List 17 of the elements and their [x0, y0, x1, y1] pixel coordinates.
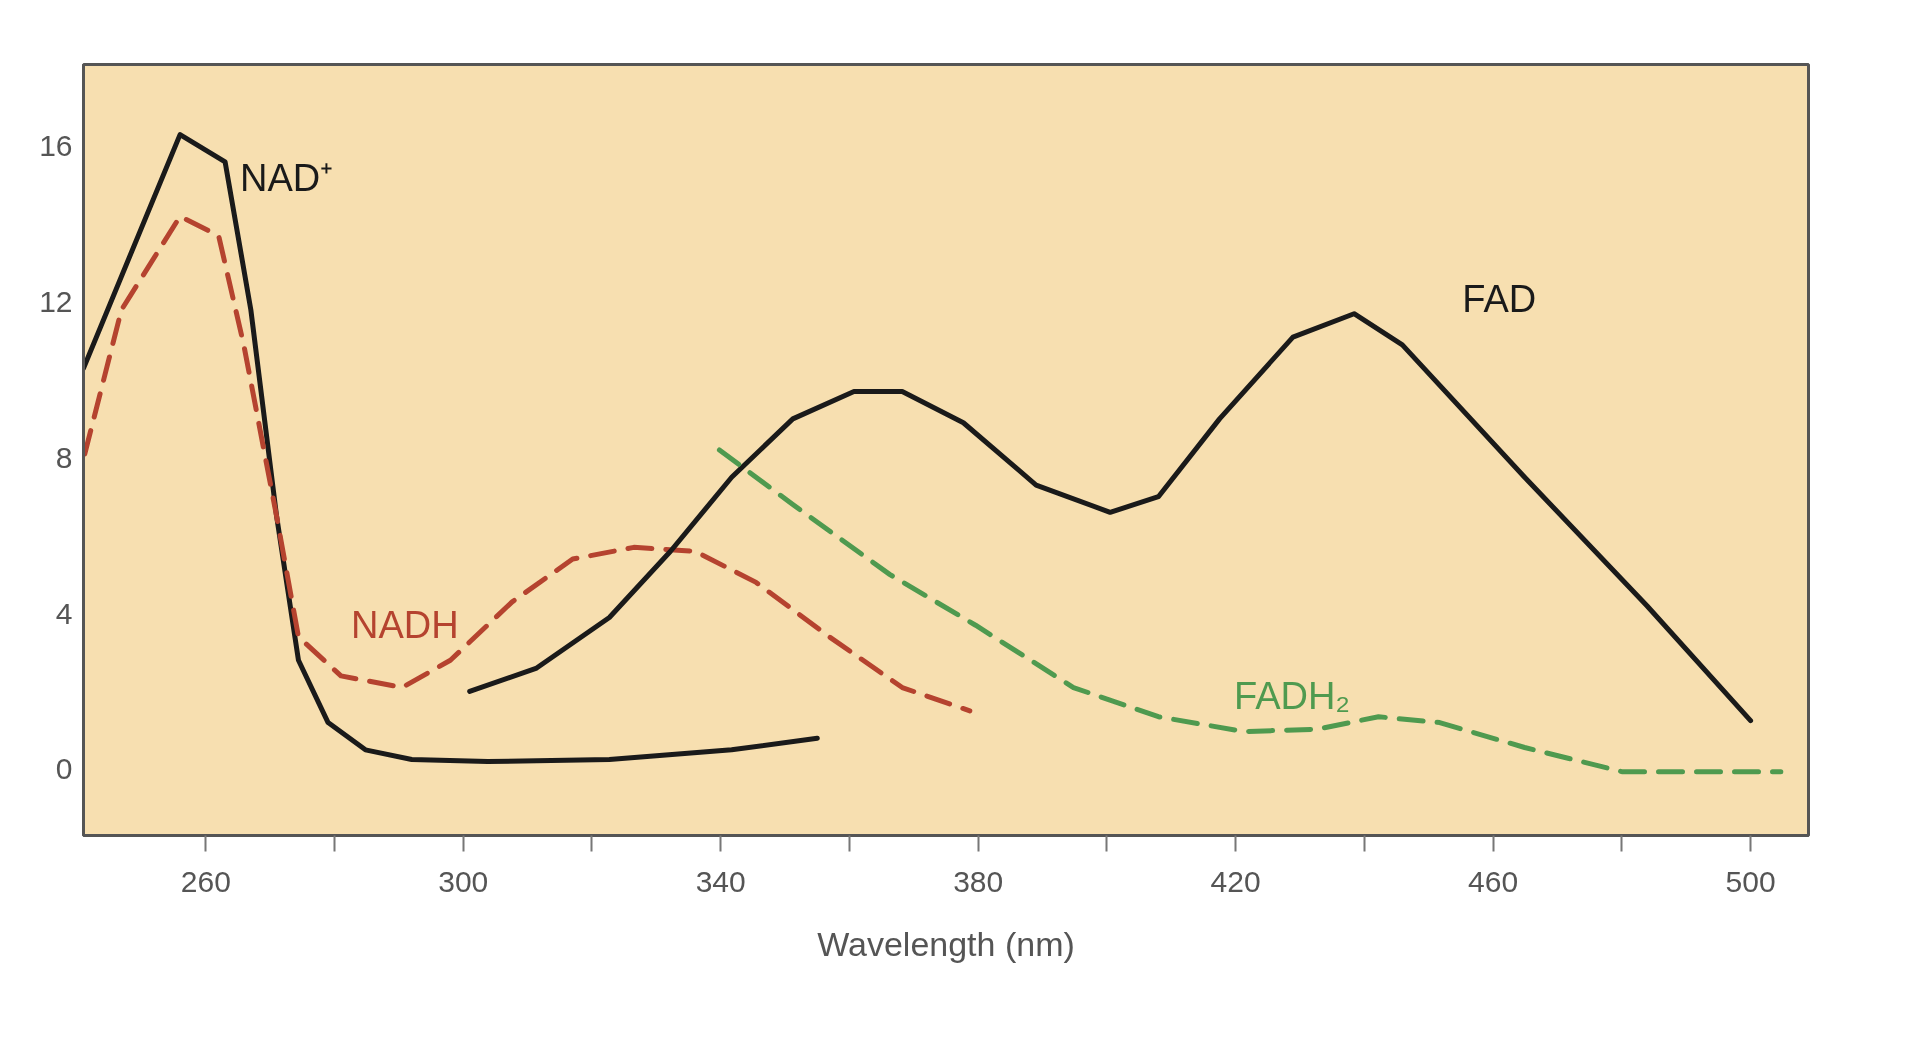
x-tick-label: 420 [1210, 864, 1261, 898]
series-label: NAD⁺ [240, 156, 334, 199]
y-tick-label: 12 [39, 285, 73, 319]
x-axis-title: Wavelength (nm) [817, 924, 1075, 963]
x-tick-label: 340 [695, 864, 746, 898]
y-tick-label: 16 [39, 129, 73, 163]
y-tick-label: 0 [55, 752, 73, 786]
x-tick-label: 260 [180, 864, 231, 898]
x-tick-label: 380 [953, 864, 1004, 898]
x-tick-label: 500 [1725, 864, 1776, 898]
series-label: NADH [350, 603, 459, 646]
y-tick-label: 4 [55, 596, 73, 630]
series-label: FADH₂ [1234, 674, 1351, 717]
y-tick-label: 8 [55, 440, 73, 474]
x-tick-label: 460 [1468, 864, 1519, 898]
series-label: FAD [1462, 277, 1537, 320]
x-tick-label: 300 [438, 864, 489, 898]
